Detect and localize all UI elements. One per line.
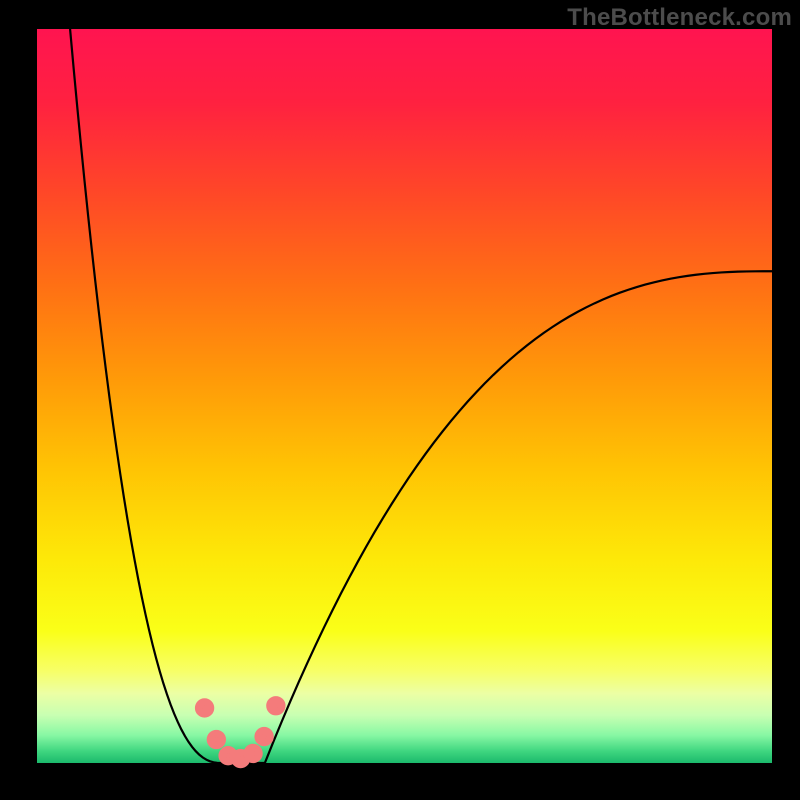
bottleneck-curve [70, 29, 772, 763]
trough-marker [258, 731, 270, 743]
trough-marker [270, 700, 282, 712]
chart-stage: TheBottleneck.com [0, 0, 800, 800]
plot-svg [37, 29, 772, 763]
trough-markers [199, 700, 282, 765]
trough-marker [210, 734, 222, 746]
trough-marker [199, 702, 211, 714]
trough-marker [247, 747, 259, 759]
plot-frame [37, 29, 772, 763]
watermark-text: TheBottleneck.com [567, 4, 792, 32]
